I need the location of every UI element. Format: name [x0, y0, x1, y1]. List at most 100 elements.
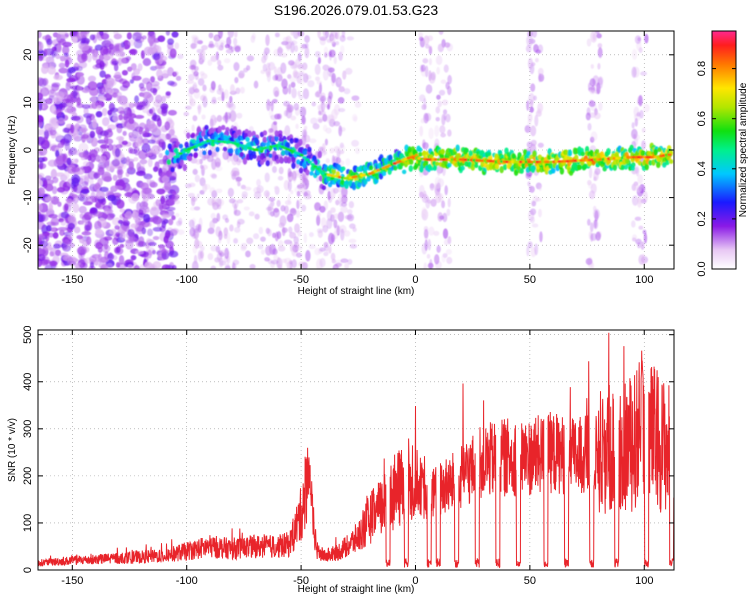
spectrogram-cell — [646, 150, 652, 156]
spectrogram-cell — [281, 78, 288, 89]
spectrogram-cell — [307, 193, 312, 200]
spectrogram-cell — [239, 151, 244, 158]
spectrogram-cell — [132, 211, 139, 221]
spectrogram-cell — [634, 117, 638, 127]
spectrogram-cell — [203, 134, 209, 140]
spectrogram-cell — [115, 261, 121, 268]
spectrogram-cell — [288, 226, 293, 234]
spectrogram-cell — [62, 153, 68, 163]
spectrogram-cell — [219, 260, 227, 266]
spectrogram-cell — [254, 136, 259, 145]
spectrogram-cell — [97, 253, 103, 263]
spectrogram-cell — [198, 52, 203, 60]
spectrogram-cell — [455, 153, 460, 159]
spectrogram-cell — [178, 143, 184, 149]
spectrogram-cell — [440, 132, 446, 138]
spectrogram-cell — [421, 104, 427, 110]
spectrogram-cell — [606, 158, 612, 165]
spectrogram-cell — [439, 215, 445, 220]
spectrogram-cell — [132, 32, 142, 42]
spectrogram-cell — [636, 112, 641, 117]
spectrogram-cell — [351, 95, 360, 101]
spectrogram-cell — [65, 103, 71, 112]
spectrogram-cell — [348, 238, 357, 244]
spectrogram-cell — [511, 153, 516, 160]
spectrogram-cell — [159, 55, 168, 62]
spectrogram-cell — [66, 77, 76, 83]
spectrogram-cell — [130, 254, 136, 261]
spectrogram-cell — [38, 115, 44, 123]
spectrogram-cell — [641, 140, 646, 150]
spectrogram-cell — [106, 165, 115, 172]
spectrogram-cell — [298, 138, 303, 146]
spectrogram-cell — [210, 245, 218, 252]
spectrogram-cell — [60, 211, 70, 219]
spectrogram-cell — [538, 72, 542, 83]
spectrogram-cell — [222, 146, 228, 152]
spectrogram-cell — [110, 107, 119, 113]
spectrogram-cell — [323, 46, 329, 55]
spectrogram-cell — [116, 199, 125, 209]
spectrogram-cell — [287, 105, 292, 113]
spectrogram-cell — [91, 50, 98, 61]
spectrogram-cell — [252, 154, 257, 159]
spectrogram-cell — [634, 35, 642, 45]
spectrogram-cell — [95, 111, 103, 118]
spectrogram-cell — [299, 106, 307, 118]
spectrogram-cell — [118, 114, 124, 121]
spectrogram-cell — [174, 42, 180, 50]
spectrogram-cell — [220, 249, 226, 255]
spectrogram-cell — [187, 192, 195, 198]
spectrogram-cell — [137, 63, 143, 71]
spectrogram-cell — [121, 69, 128, 76]
spectrogram-cell — [223, 233, 228, 239]
spectrogram-cell — [277, 175, 284, 181]
spectrogram-cell — [527, 57, 534, 70]
spectrogram-cell — [633, 182, 637, 192]
spectrogram-cell — [196, 126, 202, 134]
spectrogram-cell — [201, 155, 207, 161]
spectrogram-cell — [408, 165, 413, 172]
spectrogram-cell — [266, 228, 272, 237]
spectrogram-cell — [588, 167, 593, 179]
spectrogram-cell — [148, 241, 157, 247]
spectrogram-cell — [170, 166, 175, 173]
spectrogram-cell — [307, 146, 312, 153]
spectrogram-cell — [249, 264, 256, 269]
spectrogram-cell — [226, 232, 231, 245]
spectrogram-cell — [346, 213, 355, 222]
spectrogram-cell — [201, 44, 208, 51]
spectrogram-cell — [314, 202, 321, 211]
spectrogram-cell — [643, 232, 648, 244]
spectrogram-cell — [152, 226, 163, 232]
snr-x-tick-label: -50 — [293, 575, 309, 587]
spectrogram-cell — [531, 31, 538, 38]
spectrogram-cell — [210, 265, 217, 269]
spectrogram-cell — [82, 201, 93, 206]
spectrogram-cell — [211, 158, 217, 170]
spectrogram-cell — [72, 89, 78, 99]
spectrogram-cell — [243, 186, 252, 191]
spectrogram-cell — [248, 211, 255, 217]
spectrogram-cell — [308, 243, 316, 250]
spectrogram-x-tick-label: 100 — [635, 274, 653, 286]
spectrogram-cell — [44, 175, 52, 181]
spectrogram-cell — [317, 118, 323, 124]
snr-y-tick-label: 300 — [22, 420, 34, 438]
spectrogram-cell — [338, 86, 345, 93]
spectrogram-cell — [233, 62, 240, 72]
spectrogram-cell — [161, 217, 168, 226]
spectrogram-x-tick-label: 50 — [524, 274, 536, 286]
spectrogram-cell — [113, 74, 122, 79]
spectrogram-cell — [207, 59, 213, 66]
spectrogram-cell — [438, 89, 446, 96]
spectrogram-cell — [295, 245, 303, 251]
spectrogram-cell — [156, 188, 166, 195]
spectrogram-cell — [440, 148, 445, 155]
spectrogram-cell — [351, 183, 357, 191]
spectrogram-cell — [585, 257, 593, 266]
spectrogram-cell — [89, 149, 98, 158]
spectrogram-cell — [278, 166, 284, 175]
spectrogram-cell — [460, 165, 465, 171]
spectrogram-cell — [641, 253, 646, 266]
